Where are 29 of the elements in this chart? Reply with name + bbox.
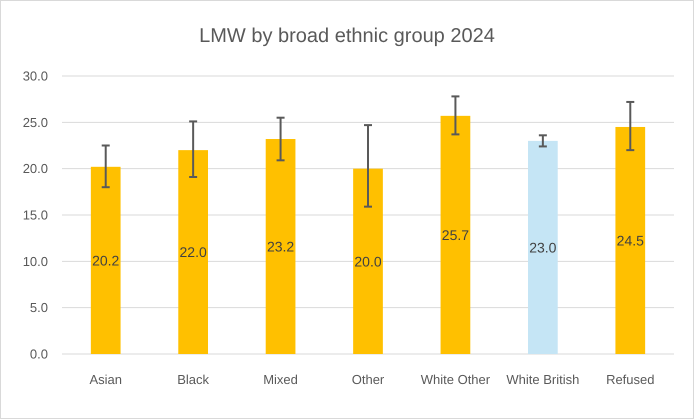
x-tick-label: Mixed — [263, 372, 298, 387]
bar — [266, 139, 296, 354]
y-tick-label: 5.0 — [30, 300, 48, 316]
bar — [528, 140, 558, 354]
x-tick-label: Refused — [606, 372, 654, 387]
y-tick-label: 30.0 — [22, 68, 48, 84]
x-tick-label: Asian — [89, 372, 122, 387]
bar — [440, 116, 470, 354]
data-label: 23.2 — [266, 238, 294, 255]
data-label: 20.0 — [354, 253, 382, 270]
x-tick-label: White Other — [420, 372, 491, 387]
bar — [178, 150, 208, 354]
data-label: 22.0 — [180, 244, 207, 260]
x-tick-label: Other — [352, 372, 385, 387]
data-label: 20.2 — [92, 252, 120, 268]
data-label: 25.7 — [442, 226, 470, 243]
y-tick-label: 25.0 — [22, 114, 48, 130]
y-tick-label: 0.0 — [30, 346, 48, 362]
data-label: 23.0 — [529, 239, 557, 256]
x-tick-label: White British — [506, 372, 580, 387]
bar — [353, 168, 383, 354]
chart-title: LMW by broad ethnic group 2024 — [199, 25, 495, 47]
y-tick-label: 10.0 — [22, 254, 48, 269]
bar — [615, 126, 646, 354]
data-label: 24.5 — [616, 232, 644, 248]
y-tick-label: 15.0 — [22, 208, 48, 222]
y-tick-label: 20.0 — [22, 161, 48, 176]
x-tick-label: Black — [177, 372, 210, 387]
bar — [90, 166, 121, 354]
